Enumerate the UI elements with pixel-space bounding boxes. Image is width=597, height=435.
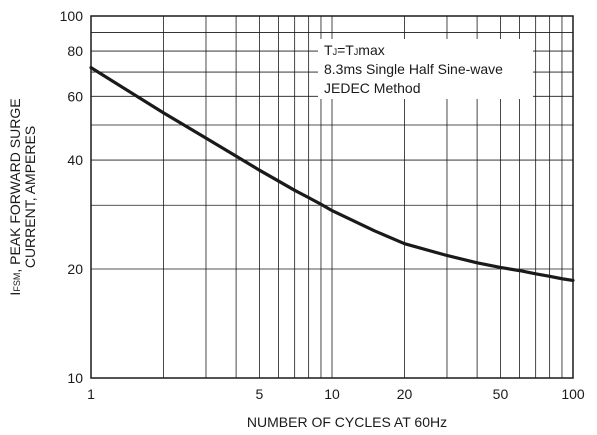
x-tick-label: 20 [397, 386, 413, 402]
x-tick-label: 10 [324, 386, 340, 402]
annotation-line-3: JEDEC Method [324, 80, 420, 96]
y-tick-label: 20 [67, 261, 83, 277]
y-tick-label: 10 [67, 370, 83, 386]
tick-labels: 1 5 10 20 50 100 10 20 40 60 80 100 [60, 8, 585, 402]
y-tick-label: 80 [67, 43, 83, 59]
annotation-box: TJ=TJmax 8.3ms Single Half Sine-wave JED… [318, 39, 533, 99]
y-axis-label-line-2: CURRENT, AMPERES [22, 126, 38, 268]
x-tick-label: 1 [87, 386, 95, 402]
y-axis-label: IFSM, PEAK FORWARD SURGE CURRENT, AMPERE… [7, 98, 38, 295]
y-tick-label: 40 [67, 152, 83, 168]
y-tick-label: 60 [67, 88, 83, 104]
annotation-line-2: 8.3ms Single Half Sine-wave [324, 61, 503, 77]
annotation-background [318, 39, 533, 99]
series-line [89, 66, 575, 283]
plot-frame [90, 15, 574, 379]
annotation-line-1: TJ=TJmax [324, 42, 385, 58]
x-tick-label: 5 [256, 386, 264, 402]
x-axis-label: NUMBER OF CYCLES AT 60Hz [247, 414, 447, 430]
x-tick-label: 100 [561, 386, 585, 402]
y-tick-label: 100 [60, 8, 84, 24]
x-tick-label: 50 [493, 386, 509, 402]
y-axis-label-line-1: IFSM, PEAK FORWARD SURGE [7, 98, 23, 295]
